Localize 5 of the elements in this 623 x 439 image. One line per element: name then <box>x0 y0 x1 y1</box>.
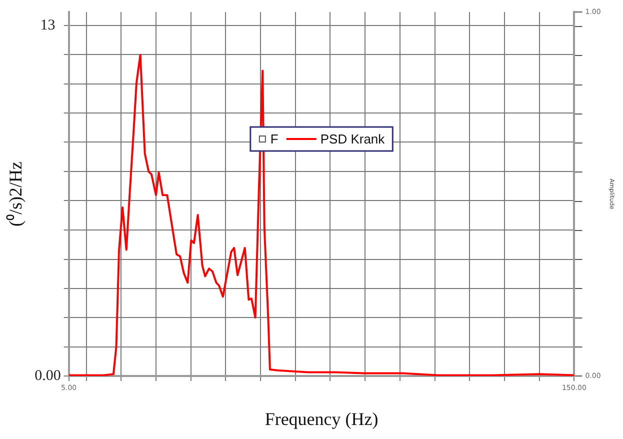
y-axis-title: (⁰/s)2/Hz <box>6 162 26 226</box>
legend-label: PSD Krank <box>320 132 386 147</box>
x-axis-title: Frequency (Hz) <box>264 408 378 429</box>
y-tick-label: 13 <box>40 17 56 34</box>
legend-label: F <box>270 132 278 147</box>
